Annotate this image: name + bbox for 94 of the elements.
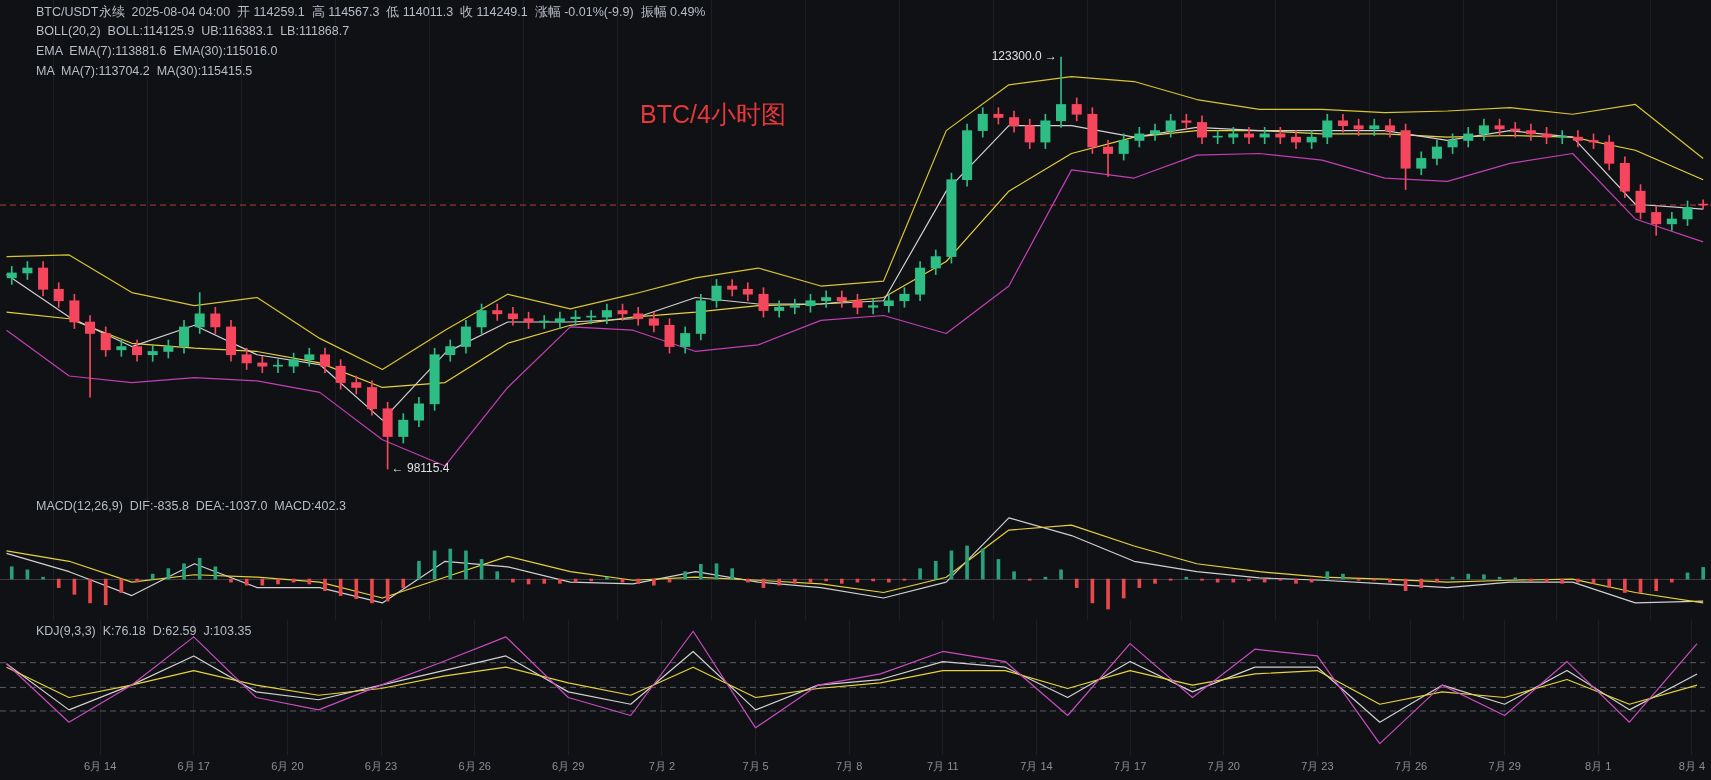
x-tick-label: 6月 26 (458, 760, 491, 773)
bar (276, 578, 280, 585)
candlestick (1572, 130, 1583, 148)
bar (1325, 571, 1330, 580)
x-tick-label: 6月 17 (177, 760, 210, 773)
bar (307, 578, 312, 585)
x-tick-label: 7月 14 (1020, 760, 1053, 773)
annotation: KDJ(9,3,3) K:76.18 D:62.59 J:103.35 (36, 624, 252, 638)
bar (1466, 573, 1471, 580)
bar (370, 578, 374, 604)
candlestick (1056, 56, 1067, 128)
bar (56, 578, 61, 588)
x-tick-label: 6月 20 (271, 760, 304, 773)
bar (9, 566, 14, 580)
bar (1294, 578, 1298, 584)
candlestick (1525, 123, 1536, 141)
bar (1701, 567, 1705, 580)
bar (197, 557, 202, 580)
text: MACD(12,26,9) DIF:-835.8 DEA:-1037.0 MACD:402.3 (36, 499, 346, 513)
candlestick (821, 290, 832, 308)
bar (1074, 578, 1079, 588)
bar (88, 578, 92, 604)
text: BOLL(20,2) BOLL:114125.9 UB:116383.1 LB:111868.7 (36, 24, 350, 38)
bar (1341, 573, 1345, 580)
annotation: MA MA(7):113704.2 MA(30):115415.5 (36, 64, 253, 78)
bar (1654, 578, 1659, 592)
candlestick (1103, 140, 1114, 177)
x-tick-label: 6月 14 (83, 760, 117, 773)
bar (636, 578, 641, 584)
bar (417, 560, 421, 580)
candlestick (272, 359, 284, 374)
bar (1121, 578, 1126, 599)
bar (730, 568, 734, 580)
bar (260, 578, 265, 586)
x-tick-label: 8月 1 (1585, 760, 1612, 773)
bar (1106, 578, 1110, 610)
x-tick-label: 7月 23 (1301, 760, 1334, 773)
candlestick (836, 290, 847, 308)
bar (1059, 569, 1063, 580)
annotation: ← 98115.4 (391, 461, 450, 476)
bar (839, 578, 844, 584)
bar (699, 564, 703, 580)
bar (933, 560, 938, 580)
bar (401, 578, 406, 588)
bar (558, 578, 562, 584)
bar (354, 578, 359, 599)
x-tick-label: 6月 29 (552, 760, 585, 773)
x-tick-label: 7月 17 (1113, 760, 1147, 773)
bar (1482, 574, 1486, 580)
x-tick-label: 7月 29 (1488, 760, 1521, 773)
bar (323, 578, 327, 592)
bar (965, 545, 969, 580)
bar (103, 578, 108, 606)
candlestick (727, 279, 738, 297)
bar (980, 548, 985, 580)
bar (652, 578, 656, 586)
annotation: EMA EMA(7):113881.6 EMA(30):115016.0 (36, 44, 278, 58)
bar (1419, 578, 1424, 588)
bar (182, 563, 186, 580)
bar (777, 578, 781, 586)
candlestick (1369, 118, 1380, 136)
bar (464, 550, 468, 580)
bar (1623, 578, 1627, 593)
x-tick-label: 8月 4 (1678, 760, 1705, 773)
bar (1560, 578, 1565, 584)
candlestick (85, 315, 96, 398)
candlestick (147, 344, 158, 362)
bar (495, 571, 500, 580)
x-tick-label: 7月 8 (836, 760, 863, 773)
candlestick (1149, 123, 1161, 141)
bar (1153, 578, 1157, 584)
annotation: 123300.0 → (991, 49, 1058, 64)
bar (542, 578, 547, 584)
bar (448, 548, 453, 580)
text: BTC/USDT永续 2025-08-04 04:00 开 114259.1 高 114567.3 低 114011.3 收 114249.1 涨幅 -0.01%(-9.9) 振幅 0.49% (36, 4, 706, 21)
candlestick (789, 298, 800, 315)
bar (683, 571, 688, 580)
candlestick (774, 300, 785, 318)
candlestick (257, 356, 268, 374)
bar (1607, 578, 1612, 588)
x-tick-label: 6月 23 (364, 760, 398, 773)
x-tick-label: 7月 11 (927, 760, 959, 773)
bar (918, 568, 922, 580)
x-tick-label: 7月 5 (742, 760, 769, 773)
bar (1012, 571, 1016, 580)
text: BTC/4小时图 (640, 99, 786, 130)
x-tick-label: 7月 2 (648, 760, 676, 773)
x-tick-label: 7月 20 (1207, 760, 1240, 773)
candlestick (492, 303, 503, 321)
candlestick (554, 311, 565, 329)
bar (792, 578, 797, 584)
x-tick-label: 7月 26 (1394, 760, 1428, 773)
bar (150, 573, 155, 580)
candlestick (868, 298, 879, 315)
